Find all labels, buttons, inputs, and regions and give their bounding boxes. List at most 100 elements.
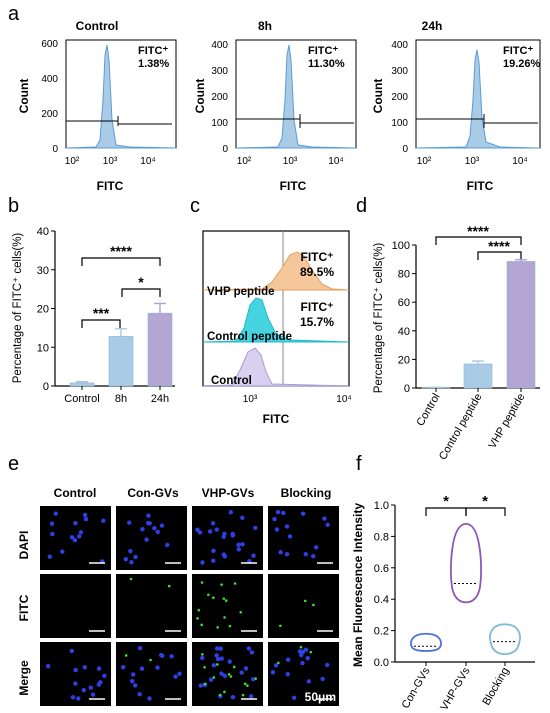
nucleus-dot (208, 677, 214, 682)
nucleus-dot (70, 695, 76, 700)
fitc-signal-dot (129, 577, 133, 581)
fitc-label: FITC⁺ (138, 45, 168, 57)
nucleus-dot (45, 663, 51, 669)
ytick: 0 (52, 144, 58, 155)
nucleus-dot (165, 542, 170, 548)
nucleus-dot (73, 667, 78, 673)
nucleus-dot (155, 665, 160, 670)
nucleus-dot (130, 678, 135, 684)
nucleus-dot (250, 677, 256, 682)
nucleus-dot (120, 665, 126, 670)
nucleus-dot (219, 656, 224, 661)
nucleus-dot (222, 554, 228, 559)
ytick: 400 (41, 74, 58, 85)
nucleus-dot (50, 531, 55, 537)
nucleus-dot (239, 670, 244, 675)
microscopy-image (40, 642, 111, 706)
nucleus-dot (305, 656, 310, 661)
y-axis-label: Count (193, 79, 207, 114)
nucleus-dot (222, 531, 227, 537)
sig-bracket-control-8h (81, 319, 121, 328)
y-tick-label: 0.4 (374, 594, 389, 606)
microscopy-grid (40, 506, 339, 706)
fitc-signal-dot (246, 684, 249, 687)
fitc-signal-dot (197, 608, 201, 612)
col-header-blocking: Blocking (281, 486, 332, 500)
fitc-signal-dot (167, 584, 171, 588)
xtick: 10³ (103, 156, 118, 167)
ytick: 0 (222, 144, 228, 155)
nucleus-dot (227, 659, 232, 664)
xtick: 10⁴ (512, 156, 527, 167)
nucleus-dot (82, 512, 88, 518)
xtick: 10² (237, 156, 252, 167)
violin (489, 623, 521, 656)
fitc-signal-dot (218, 693, 222, 697)
col-header-con-gvs: Con-GVs (127, 486, 179, 500)
violin (410, 632, 442, 652)
fitc-signal-dot (212, 676, 216, 679)
nucleus-dot (177, 671, 182, 676)
fitc-signal-dot (241, 693, 245, 697)
fitc-signal-dot (207, 593, 210, 597)
fitc-signal-dot (149, 658, 152, 662)
violin (450, 522, 482, 604)
plot-title: 8h (258, 19, 272, 33)
y-axis-label: Percentage of FITC⁺ cells(%) (373, 243, 385, 394)
x-tick-label: Control (414, 392, 442, 429)
sig-stars: *** (93, 305, 110, 321)
histogram (415, 49, 541, 149)
sig-stars: **** (110, 243, 132, 259)
nucleus-dot (243, 666, 249, 671)
fitc-signal-dot (200, 623, 204, 627)
nucleus-dot (155, 529, 160, 535)
microscopy-image (40, 506, 111, 570)
y-tick-label: 0 (404, 383, 410, 395)
panel-d-bar-chart: Percentage of FITC⁺ cells(%) **** **** 0… (373, 223, 540, 462)
fitc-signal-dot (229, 675, 233, 678)
row-label-merge: Merge (17, 660, 31, 696)
panel-d-letter: d (356, 195, 367, 217)
fitc-signal-dot (303, 599, 307, 603)
xtick: 10⁴ (328, 156, 343, 167)
nucleus-dot (278, 550, 283, 555)
row-label-dapi: DAPI (17, 531, 31, 560)
nucleus-dot (313, 545, 319, 550)
y-tick-label: 30 (37, 265, 49, 277)
y-tick-label: 40 (398, 326, 410, 338)
nucleus-dot (160, 653, 165, 658)
fitc-signal-dot (216, 663, 219, 666)
ytick: 100 (211, 118, 228, 129)
fitc-signal-dot (223, 616, 226, 619)
nucleus-dot (303, 551, 308, 557)
nucleus-dot (281, 510, 286, 516)
y-tick-label: 0.2 (374, 626, 389, 638)
nucleus-dot (169, 654, 174, 659)
nucleus-dot (127, 520, 132, 525)
plot-title: Control (76, 19, 119, 33)
nucleus-dot (236, 547, 242, 552)
microscopy-image (116, 642, 187, 706)
nucleus-dot (236, 542, 241, 547)
nucleus-dot (311, 554, 316, 559)
col-header-vhp-gvs: VHP-GVs (202, 486, 255, 500)
plot-title: 24h (422, 19, 443, 33)
nucleus-dot (211, 548, 216, 554)
nucleus-dot (214, 653, 219, 658)
nucleus-dot (76, 696, 81, 701)
nucleus-dot (240, 515, 245, 521)
nucleus-dot (53, 511, 58, 516)
nucleus-dot (253, 525, 258, 531)
ytick: 400 (211, 40, 228, 51)
x-axis-label: FITC (263, 412, 290, 426)
nucleus-dot (215, 656, 221, 662)
fitc-value: 1.38% (138, 58, 169, 70)
xtick: 10³ (465, 156, 480, 167)
fitc-signal-dot (309, 650, 313, 654)
nucleus-dot (147, 696, 152, 701)
nucleus-dot (73, 681, 78, 686)
nucleus-dot (300, 660, 305, 666)
fitc-value: 89.5% (300, 265, 334, 279)
fitc-signal-dot (223, 690, 226, 694)
ytick: 400 (391, 40, 408, 51)
